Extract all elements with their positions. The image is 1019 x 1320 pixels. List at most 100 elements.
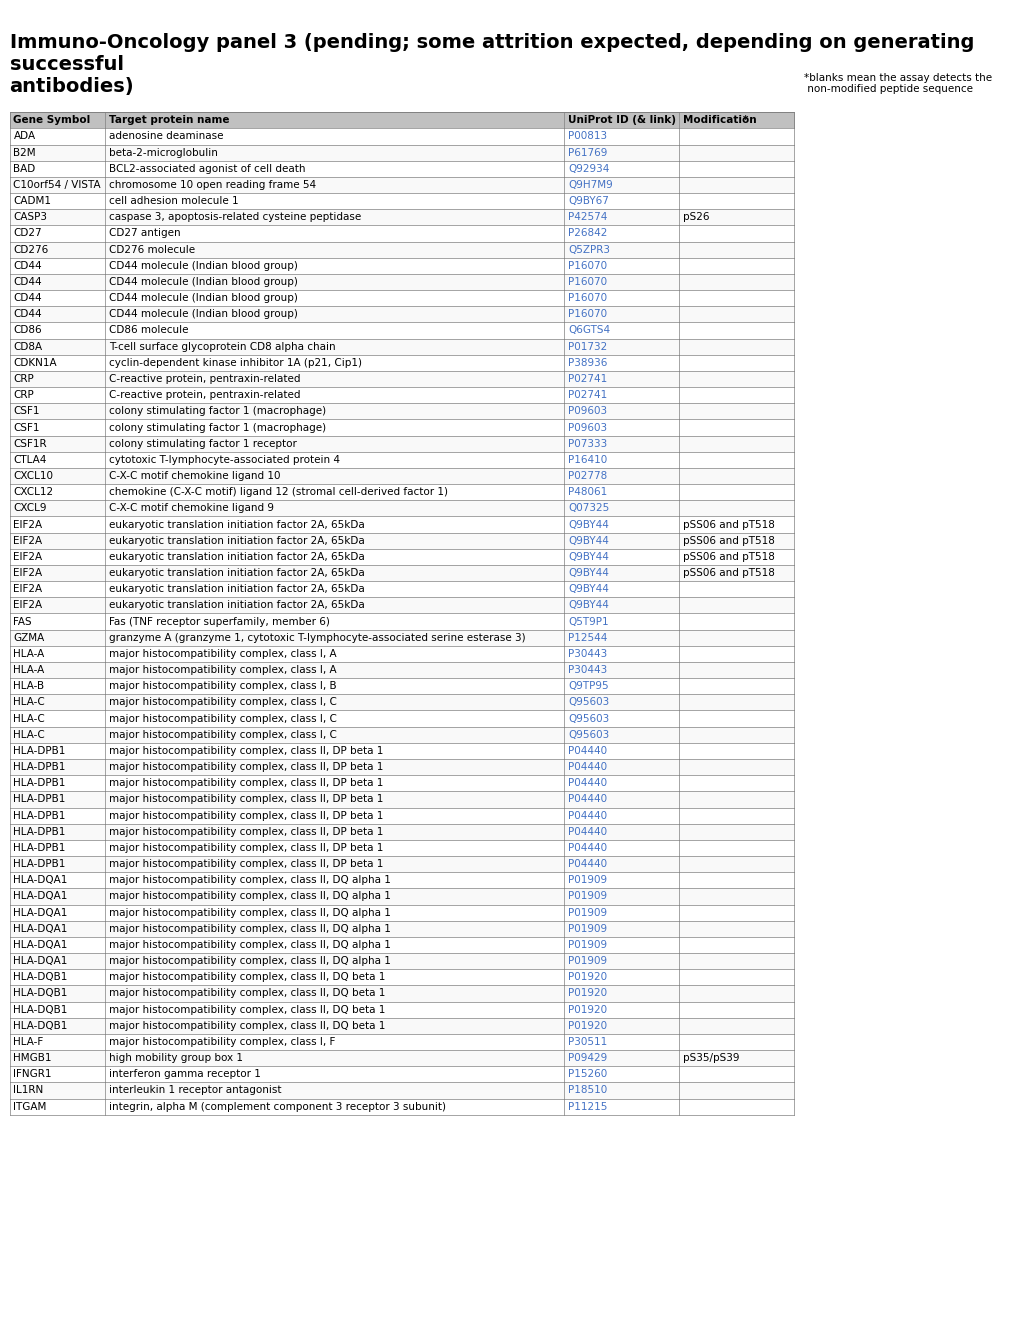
Text: P30443: P30443 (568, 665, 606, 675)
Text: HLA-C: HLA-C (13, 714, 45, 723)
Text: HLA-DQA1: HLA-DQA1 (13, 891, 68, 902)
Text: P02741: P02741 (568, 374, 606, 384)
Text: CSF1: CSF1 (13, 422, 40, 433)
Text: eukaryotic translation initiation factor 2A, 65kDa: eukaryotic translation initiation factor… (109, 585, 364, 594)
FancyBboxPatch shape (9, 1051, 793, 1067)
Text: IL1RN: IL1RN (13, 1085, 44, 1096)
Text: HMGB1: HMGB1 (13, 1053, 52, 1063)
Text: EIF2A: EIF2A (13, 552, 43, 562)
Text: C-reactive protein, pentraxin-related: C-reactive protein, pentraxin-related (109, 391, 300, 400)
FancyBboxPatch shape (9, 1002, 793, 1018)
FancyBboxPatch shape (9, 1034, 793, 1051)
Text: CD44 molecule (Indian blood group): CD44 molecule (Indian blood group) (109, 293, 298, 304)
Text: major histocompatibility complex, class II, DP beta 1: major histocompatibility complex, class … (109, 859, 383, 869)
Text: P09429: P09429 (568, 1053, 606, 1063)
Text: granzyme A (granzyme 1, cytotoxic T-lymphocyte-associated serine esterase 3): granzyme A (granzyme 1, cytotoxic T-lymp… (109, 632, 525, 643)
Text: Target protein name: Target protein name (109, 115, 229, 125)
Text: CD27: CD27 (13, 228, 42, 239)
Text: EIF2A: EIF2A (13, 585, 43, 594)
Text: UniProt ID (& link): UniProt ID (& link) (568, 115, 676, 125)
FancyBboxPatch shape (9, 1018, 793, 1034)
Text: CD44 molecule (Indian blood group): CD44 molecule (Indian blood group) (109, 277, 298, 286)
FancyBboxPatch shape (9, 937, 793, 953)
Text: HLA-DQA1: HLA-DQA1 (13, 956, 68, 966)
Text: HLA-DPB1: HLA-DPB1 (13, 746, 66, 756)
Text: Q5ZPR3: Q5ZPR3 (568, 244, 609, 255)
Text: HLA-DPB1: HLA-DPB1 (13, 843, 66, 853)
Text: eukaryotic translation initiation factor 2A, 65kDa: eukaryotic translation initiation factor… (109, 536, 364, 545)
FancyBboxPatch shape (9, 775, 793, 791)
Text: P30443: P30443 (568, 649, 606, 659)
Text: Q9BY44: Q9BY44 (568, 601, 608, 610)
Text: P12544: P12544 (568, 632, 607, 643)
FancyBboxPatch shape (9, 516, 793, 532)
Text: CD44: CD44 (13, 261, 42, 271)
Text: CTLA4: CTLA4 (13, 455, 47, 465)
Text: Q9BY44: Q9BY44 (568, 568, 608, 578)
Text: HLA-DQB1: HLA-DQB1 (13, 973, 68, 982)
Text: P16070: P16070 (568, 309, 606, 319)
Text: pSS06 and pT518: pSS06 and pT518 (683, 552, 774, 562)
FancyBboxPatch shape (9, 436, 793, 451)
Text: CD44: CD44 (13, 277, 42, 286)
Text: P00813: P00813 (568, 132, 606, 141)
Text: EIF2A: EIF2A (13, 601, 43, 610)
Text: CD44: CD44 (13, 309, 42, 319)
FancyBboxPatch shape (9, 209, 793, 226)
FancyBboxPatch shape (9, 694, 793, 710)
Text: major histocompatibility complex, class II, DQ beta 1: major histocompatibility complex, class … (109, 973, 385, 982)
Text: major histocompatibility complex, class I, C: major histocompatibility complex, class … (109, 730, 336, 739)
Text: CD44 molecule (Indian blood group): CD44 molecule (Indian blood group) (109, 309, 298, 319)
Text: pSS06 and pT518: pSS06 and pT518 (683, 520, 774, 529)
FancyBboxPatch shape (9, 1098, 793, 1114)
Text: major histocompatibility complex, class I, A: major histocompatibility complex, class … (109, 649, 336, 659)
Text: P01909: P01909 (568, 908, 606, 917)
FancyBboxPatch shape (9, 161, 793, 177)
Text: major histocompatibility complex, class II, DP beta 1: major histocompatibility complex, class … (109, 762, 383, 772)
Text: P09603: P09603 (568, 422, 606, 433)
Text: CD27 antigen: CD27 antigen (109, 228, 180, 239)
Text: ADA: ADA (13, 132, 36, 141)
FancyBboxPatch shape (9, 532, 793, 549)
Text: Modification: Modification (683, 115, 756, 125)
Text: pS26: pS26 (683, 213, 709, 222)
FancyBboxPatch shape (9, 371, 793, 387)
Text: HLA-DPB1: HLA-DPB1 (13, 859, 66, 869)
Text: major histocompatibility complex, class II, DP beta 1: major histocompatibility complex, class … (109, 843, 383, 853)
Text: CD276 molecule: CD276 molecule (109, 244, 195, 255)
Text: P01909: P01909 (568, 875, 606, 886)
Text: P11215: P11215 (568, 1102, 607, 1111)
Text: major histocompatibility complex, class I, C: major histocompatibility complex, class … (109, 714, 336, 723)
FancyBboxPatch shape (9, 112, 793, 128)
Text: HLA-C: HLA-C (13, 730, 45, 739)
Text: major histocompatibility complex, class II, DP beta 1: major histocompatibility complex, class … (109, 810, 383, 821)
Text: HLA-B: HLA-B (13, 681, 45, 692)
Text: P48061: P48061 (568, 487, 606, 498)
Text: HLA-DQA1: HLA-DQA1 (13, 940, 68, 950)
Text: CXCL12: CXCL12 (13, 487, 54, 498)
Text: HLA-DQB1: HLA-DQB1 (13, 1005, 68, 1015)
FancyBboxPatch shape (9, 387, 793, 404)
Text: HLA-DQA1: HLA-DQA1 (13, 924, 68, 933)
Text: P04440: P04440 (568, 779, 606, 788)
Text: Q9H7M9: Q9H7M9 (568, 180, 612, 190)
Text: P04440: P04440 (568, 746, 606, 756)
Text: CD276: CD276 (13, 244, 49, 255)
FancyBboxPatch shape (9, 855, 793, 873)
Text: CD44 molecule (Indian blood group): CD44 molecule (Indian blood group) (109, 261, 298, 271)
Text: Q95603: Q95603 (568, 730, 608, 739)
FancyBboxPatch shape (9, 953, 793, 969)
Text: P38936: P38936 (568, 358, 607, 368)
Text: HLA-DPB1: HLA-DPB1 (13, 795, 66, 804)
Text: major histocompatibility complex, class I, F: major histocompatibility complex, class … (109, 1038, 335, 1047)
Text: CXCL9: CXCL9 (13, 503, 47, 513)
Text: P16070: P16070 (568, 261, 606, 271)
Text: P04440: P04440 (568, 762, 606, 772)
Text: EIF2A: EIF2A (13, 520, 43, 529)
Text: CRP: CRP (13, 374, 35, 384)
Text: HLA-DPB1: HLA-DPB1 (13, 779, 66, 788)
Text: Q9BY44: Q9BY44 (568, 536, 608, 545)
Text: P30511: P30511 (568, 1038, 606, 1047)
FancyBboxPatch shape (9, 193, 793, 209)
Text: major histocompatibility complex, class I, C: major histocompatibility complex, class … (109, 697, 336, 708)
